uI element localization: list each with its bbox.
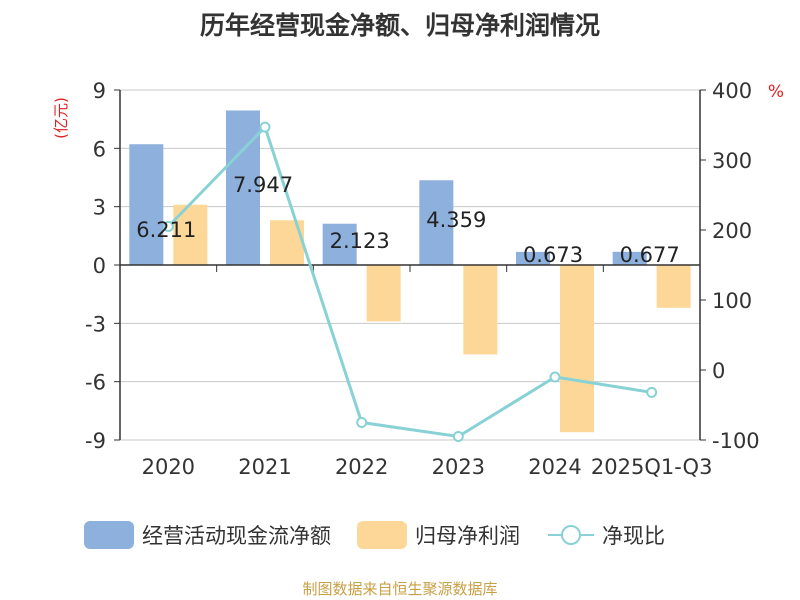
y-tick-label: -6 (85, 371, 106, 395)
legend-item-netprofit[interactable]: 归母净利润 (357, 520, 520, 550)
bar-netprofit (656, 265, 691, 308)
y2-tick-label: -100 (712, 429, 760, 453)
legend-label-cashflow: 经营活动现金流净额 (142, 524, 331, 548)
bar-cashflow (612, 251, 647, 265)
bar-netprofit (366, 265, 401, 322)
data-label-cashflow: 7.947 (233, 173, 293, 197)
ratio-point (452, 431, 464, 442)
y-tick-label: 6 (93, 137, 106, 161)
bar-netprofit (463, 265, 498, 355)
bar-cashflow (322, 223, 357, 265)
ratio-point (259, 121, 271, 133)
y2-tick-label: 0 (712, 359, 725, 383)
legend-swatch-cashflow (84, 521, 134, 549)
legend-swatch-netprofit (357, 521, 407, 549)
x-tick-label: 2022 (335, 455, 388, 479)
legend-label-ratio: 净现比 (602, 524, 665, 548)
y-tick-label: -9 (85, 429, 106, 453)
data-label-cashflow: 0.673 (523, 243, 583, 267)
data-label-cashflow: 4.359 (426, 208, 486, 232)
bar-cashflow (516, 251, 550, 265)
ratio-point (646, 386, 658, 398)
y-tick-label: 0 (93, 254, 106, 278)
x-tick-label: 2023 (432, 455, 485, 479)
legend: 经营活动现金流净额 归母净利润 净现比 (84, 518, 691, 552)
bar-cashflow (419, 180, 454, 265)
legend-item-cashflow[interactable]: 经营活动现金流净额 (84, 520, 331, 550)
data-source: 制图数据来自恒生聚源数据库 (302, 580, 498, 598)
data-label-cashflow: 6.211 (136, 218, 196, 242)
x-tick-label: 2021 (238, 455, 291, 479)
ratio-point (549, 371, 561, 383)
y2-tick-label: 400 (712, 79, 752, 103)
legend-swatch-ratio (548, 525, 594, 545)
legend-item-ratio[interactable]: 净现比 (546, 520, 665, 550)
bar-netprofit (560, 265, 594, 433)
y2-tick-label: 300 (712, 149, 752, 173)
y-tick-label: 3 (93, 196, 106, 220)
x-tick-label: 2020 (142, 455, 195, 479)
ratio-point (162, 221, 174, 232)
y2-tick-label: 200 (712, 219, 752, 243)
ratio-line (167, 124, 652, 439)
x-tick-label: 2024 (528, 455, 581, 479)
y-axis-label: (亿元) (52, 97, 70, 139)
legend-label-netprofit: 归母净利润 (415, 524, 520, 548)
chart-title: 历年经营现金净额、归母净利润情况 (199, 11, 600, 40)
data-label-cashflow: 0.677 (620, 243, 680, 267)
data-label-cashflow: 2.123 (330, 229, 390, 253)
y-tick-label: 9 (93, 79, 106, 103)
y2-axis-label: % (768, 82, 784, 102)
y-tick-label: -3 (85, 312, 106, 336)
ratio-point (356, 417, 368, 428)
x-tick-label: 2025Q1-Q3 (591, 455, 713, 479)
y2-tick-label: 100 (712, 289, 752, 313)
bar-cashflow (129, 144, 164, 265)
